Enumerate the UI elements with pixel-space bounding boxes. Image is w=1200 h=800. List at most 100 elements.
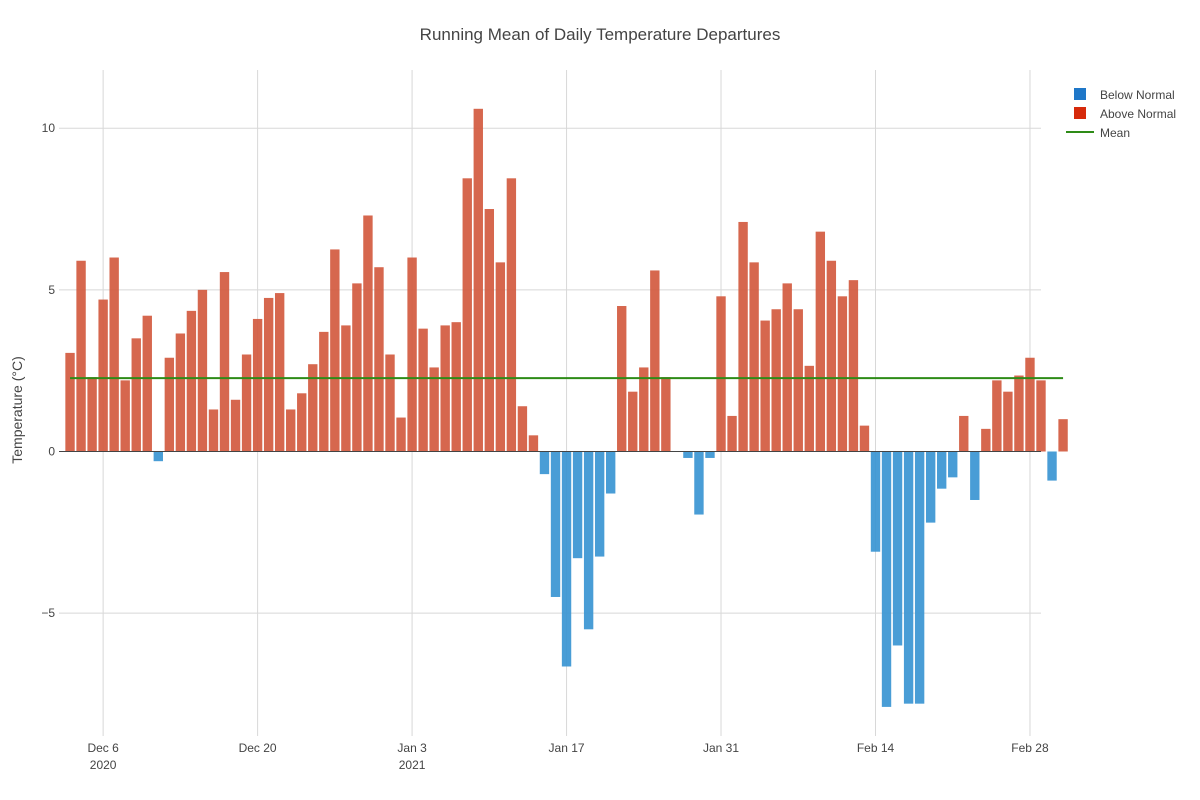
legend[interactable]: Below Normal Above Normal Mean (1066, 88, 1176, 140)
bar-above-normal (837, 296, 848, 452)
bar-above-normal (164, 357, 175, 452)
bar-above-normal (959, 415, 969, 452)
bar-above-normal (650, 270, 660, 452)
bar-above-normal (352, 283, 362, 452)
bar-above-normal (495, 262, 506, 452)
bar-above-normal (396, 417, 406, 452)
bar-below-normal (1047, 451, 1057, 481)
bar-below-normal (572, 451, 583, 559)
bar-above-normal (87, 377, 97, 452)
y-axis-label: Temperature (°C) (9, 356, 25, 464)
bar-above-normal (219, 272, 230, 452)
bar-above-normal (363, 215, 373, 452)
bar-below-normal (881, 451, 892, 707)
bar-above-normal (1003, 391, 1013, 452)
bar-above-normal (319, 331, 329, 452)
bar-below-normal (583, 451, 594, 630)
bar-below-normal (870, 451, 881, 552)
bar-above-normal (628, 391, 638, 452)
x-tick-label: Dec 20 (239, 741, 277, 755)
bar-above-normal (440, 325, 450, 452)
bar-above-normal (208, 409, 219, 452)
bar-above-normal (407, 257, 417, 452)
bar-above-normal (859, 425, 870, 452)
bar-above-normal (197, 289, 208, 452)
bar-below-normal (892, 451, 903, 646)
bar-above-normal (815, 231, 826, 452)
x-tick-sublabel: 2020 (90, 758, 117, 772)
bar-above-normal (330, 249, 340, 452)
bar-above-normal (760, 320, 770, 452)
bar-above-normal (374, 267, 384, 452)
x-tick-label: Feb 14 (857, 741, 895, 755)
x-tick-label: Feb 28 (1011, 741, 1049, 755)
bar-above-normal (484, 209, 495, 452)
bar-above-normal (109, 257, 119, 452)
bar-above-normal (661, 377, 671, 452)
x-tick-label: Jan 17 (549, 741, 585, 755)
bar-above-normal (385, 354, 395, 452)
bar-above-normal (308, 364, 318, 452)
bar-above-normal (297, 393, 307, 452)
bar-below-normal (694, 451, 704, 515)
bar-above-normal (341, 325, 351, 452)
legend-label-mean: Mean (1100, 126, 1130, 140)
bar-above-normal (286, 409, 296, 452)
legend-item-below[interactable]: Below Normal (1074, 88, 1175, 102)
bar-above-normal (252, 318, 263, 452)
bar-above-normal (142, 315, 152, 452)
bar-above-normal (771, 309, 781, 452)
bar-above-normal (782, 283, 792, 452)
axis-layer: Dec 6 2020 Dec 20 Jan 3 2021 Jan 17 Jan 31 Feb … (41, 121, 1049, 772)
legend-swatch-below (1074, 88, 1086, 100)
bar-below-normal (153, 451, 163, 462)
bar-above-normal (517, 406, 528, 452)
bar-above-normal (131, 338, 141, 452)
bar-above-normal (462, 178, 472, 452)
legend-item-mean[interactable]: Mean (1066, 126, 1130, 140)
bar-above-normal (175, 333, 186, 452)
bar-below-normal (683, 451, 693, 458)
bar-above-normal (120, 380, 130, 452)
bar-below-normal (539, 451, 550, 475)
bar-above-normal (506, 178, 517, 452)
bar-above-normal (186, 310, 197, 452)
bar-below-normal (705, 451, 715, 458)
bar-above-normal (804, 365, 814, 452)
bar-above-normal (738, 221, 748, 452)
bar-below-normal (925, 451, 936, 523)
bar-below-normal (903, 451, 914, 704)
bar-above-normal (274, 293, 285, 452)
bar-above-normal (749, 262, 759, 452)
legend-swatch-above (1074, 107, 1086, 119)
y-tick-label: −5 (41, 606, 55, 620)
bar-above-normal (1025, 357, 1035, 452)
bar-above-normal (716, 296, 726, 452)
bar-below-normal (970, 451, 980, 500)
bar-below-normal (937, 451, 947, 489)
bar-above-normal (1036, 380, 1046, 452)
bar-above-normal (418, 328, 428, 452)
bar-above-normal (65, 352, 75, 452)
bar-above-normal (992, 380, 1002, 452)
bar-above-normal (981, 428, 991, 452)
x-tick-label: Jan 3 (397, 741, 427, 755)
bar-above-normal (528, 435, 539, 452)
bar-below-normal (605, 451, 616, 494)
bar-above-normal (1058, 419, 1068, 452)
bar-above-normal (263, 297, 274, 452)
bar-below-normal (550, 451, 561, 597)
bar-above-normal (848, 280, 859, 452)
legend-label-below: Below Normal (1100, 88, 1175, 102)
bar-above-normal (98, 299, 108, 452)
y-tick-label: 0 (48, 444, 55, 458)
y-tick-label: 5 (48, 283, 55, 297)
x-tick-label: Dec 6 (87, 741, 119, 755)
bar-above-normal (826, 260, 837, 452)
bar-above-normal (639, 367, 649, 452)
legend-item-above[interactable]: Above Normal (1074, 107, 1176, 121)
legend-label-above: Above Normal (1100, 107, 1176, 121)
bar-above-normal (451, 322, 461, 452)
